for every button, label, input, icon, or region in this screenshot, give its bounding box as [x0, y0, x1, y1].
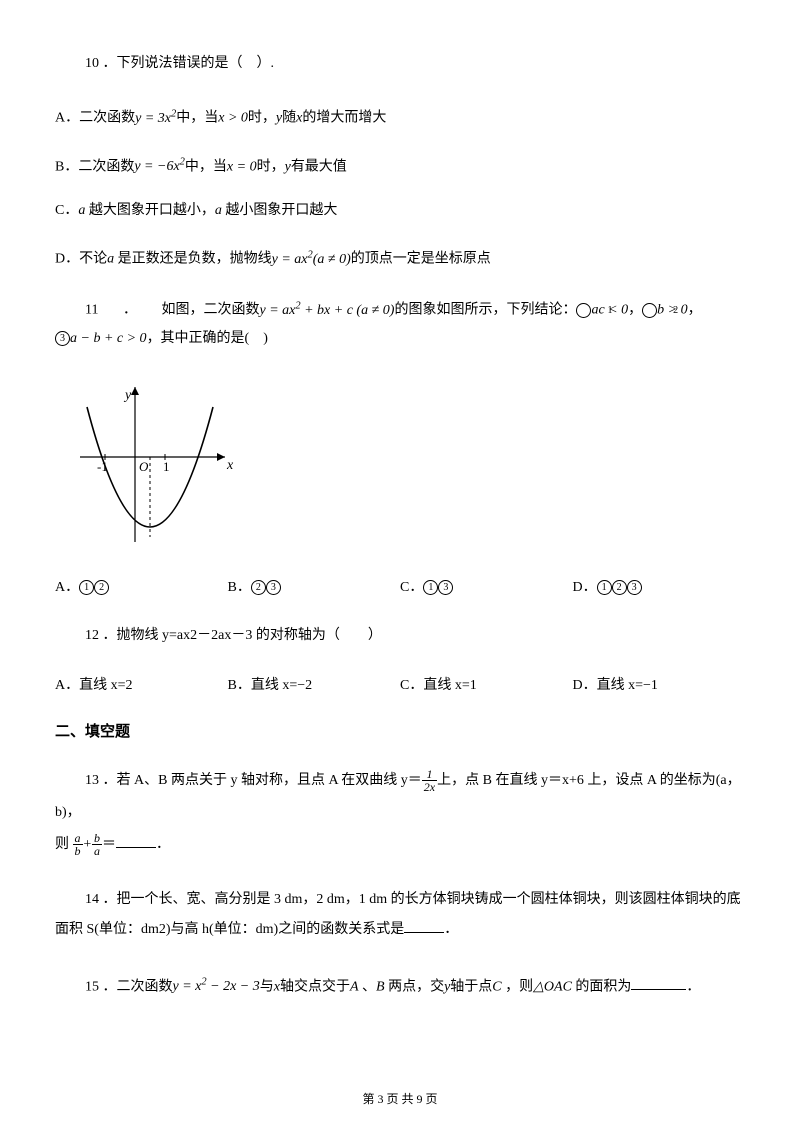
q11-optD: D．123 [573, 576, 746, 596]
q10-optB: B．二次函数y = −6x2中，当x = 0时，y有最大值 [55, 151, 745, 180]
svg-text:1: 1 [163, 459, 170, 474]
q10-optC: C．a 越大图象开口越小，a 越小图象开口越大 [55, 199, 745, 223]
circled-2-icon: 2 [642, 303, 657, 318]
q12-stem: 12 ．抛物线 y=ax2－2ax－3 的对称轴为（ ） [55, 622, 745, 650]
fraction-icon: 12x [422, 768, 437, 793]
q12-optD: D．直线 x=−1 [573, 674, 746, 694]
parabola-graph-icon: y x O -1 1 [75, 377, 240, 547]
circled-3-icon: 3 [55, 331, 70, 346]
q10-stem-post: ）. [257, 56, 275, 71]
q11-stem: 11 ． 如图，二次函数y = ax2 + bx + c (a ≠ 0)的图象如… [55, 292, 745, 353]
svg-text:-1: -1 [97, 459, 108, 474]
fraction-icon: ab [73, 832, 83, 857]
q11-optC: C．13 [400, 576, 573, 596]
q11-graph: y x O -1 1 [75, 377, 745, 552]
q13-stem: 13 ．若 A、B 两点关于 y 轴对称，且点 A 在双曲线 y＝12x上，点 … [55, 765, 745, 861]
q14-stem: 14 ．把一个长、宽、高分别是 3 dm，2 dm，1 dm 的长方体铜块铸成一… [55, 885, 745, 945]
q11-optA: A．12 [55, 576, 228, 596]
q10-stem: 10 ．下列说法错误的是（ ）. [55, 50, 745, 78]
document-page: 10 ．下列说法错误的是（ ）. A．二次函数y = 3x2中，当x > 0时，… [0, 0, 800, 1132]
q11-options: A．12 B．23 C．13 D．123 [55, 576, 745, 596]
q12-optC: C．直线 x=1 [400, 674, 573, 694]
q11-optB: B．23 [228, 576, 401, 596]
page-footer: 第 3 页 共 9 页 [0, 1090, 800, 1107]
svg-text:x: x [226, 458, 234, 473]
q12-optB: B．直线 x=−2 [228, 674, 401, 694]
q15-stem: 15 ．二次函数y = x2 − 2x − 3与x轴交点交于A 、B 两点，交y… [55, 969, 745, 1002]
q12-optA: A．直线 x=2 [55, 674, 228, 694]
circled-1-icon: 1 [576, 303, 591, 318]
fraction-icon: ba [92, 832, 102, 857]
svg-text:y: y [123, 388, 132, 403]
q10-optA: A．二次函数y = 3x2中，当x > 0时，y随x的增大而增大 [55, 102, 745, 131]
q10-optD: D．不论a 是正数还是负数，抛物线y = ax2(a ≠ 0)的顶点一定是坐标原… [55, 243, 745, 272]
q12-options: A．直线 x=2 B．直线 x=−2 C．直线 x=1 D．直线 x=−1 [55, 674, 745, 694]
fill-blank [116, 834, 156, 848]
section2-title: 二、填空题 [55, 720, 745, 741]
fill-blank [631, 976, 686, 990]
svg-text:O: O [139, 459, 149, 474]
fill-blank [404, 919, 444, 933]
q10-stem-pre: 10 ．下列说法错误的是（ [85, 56, 243, 71]
